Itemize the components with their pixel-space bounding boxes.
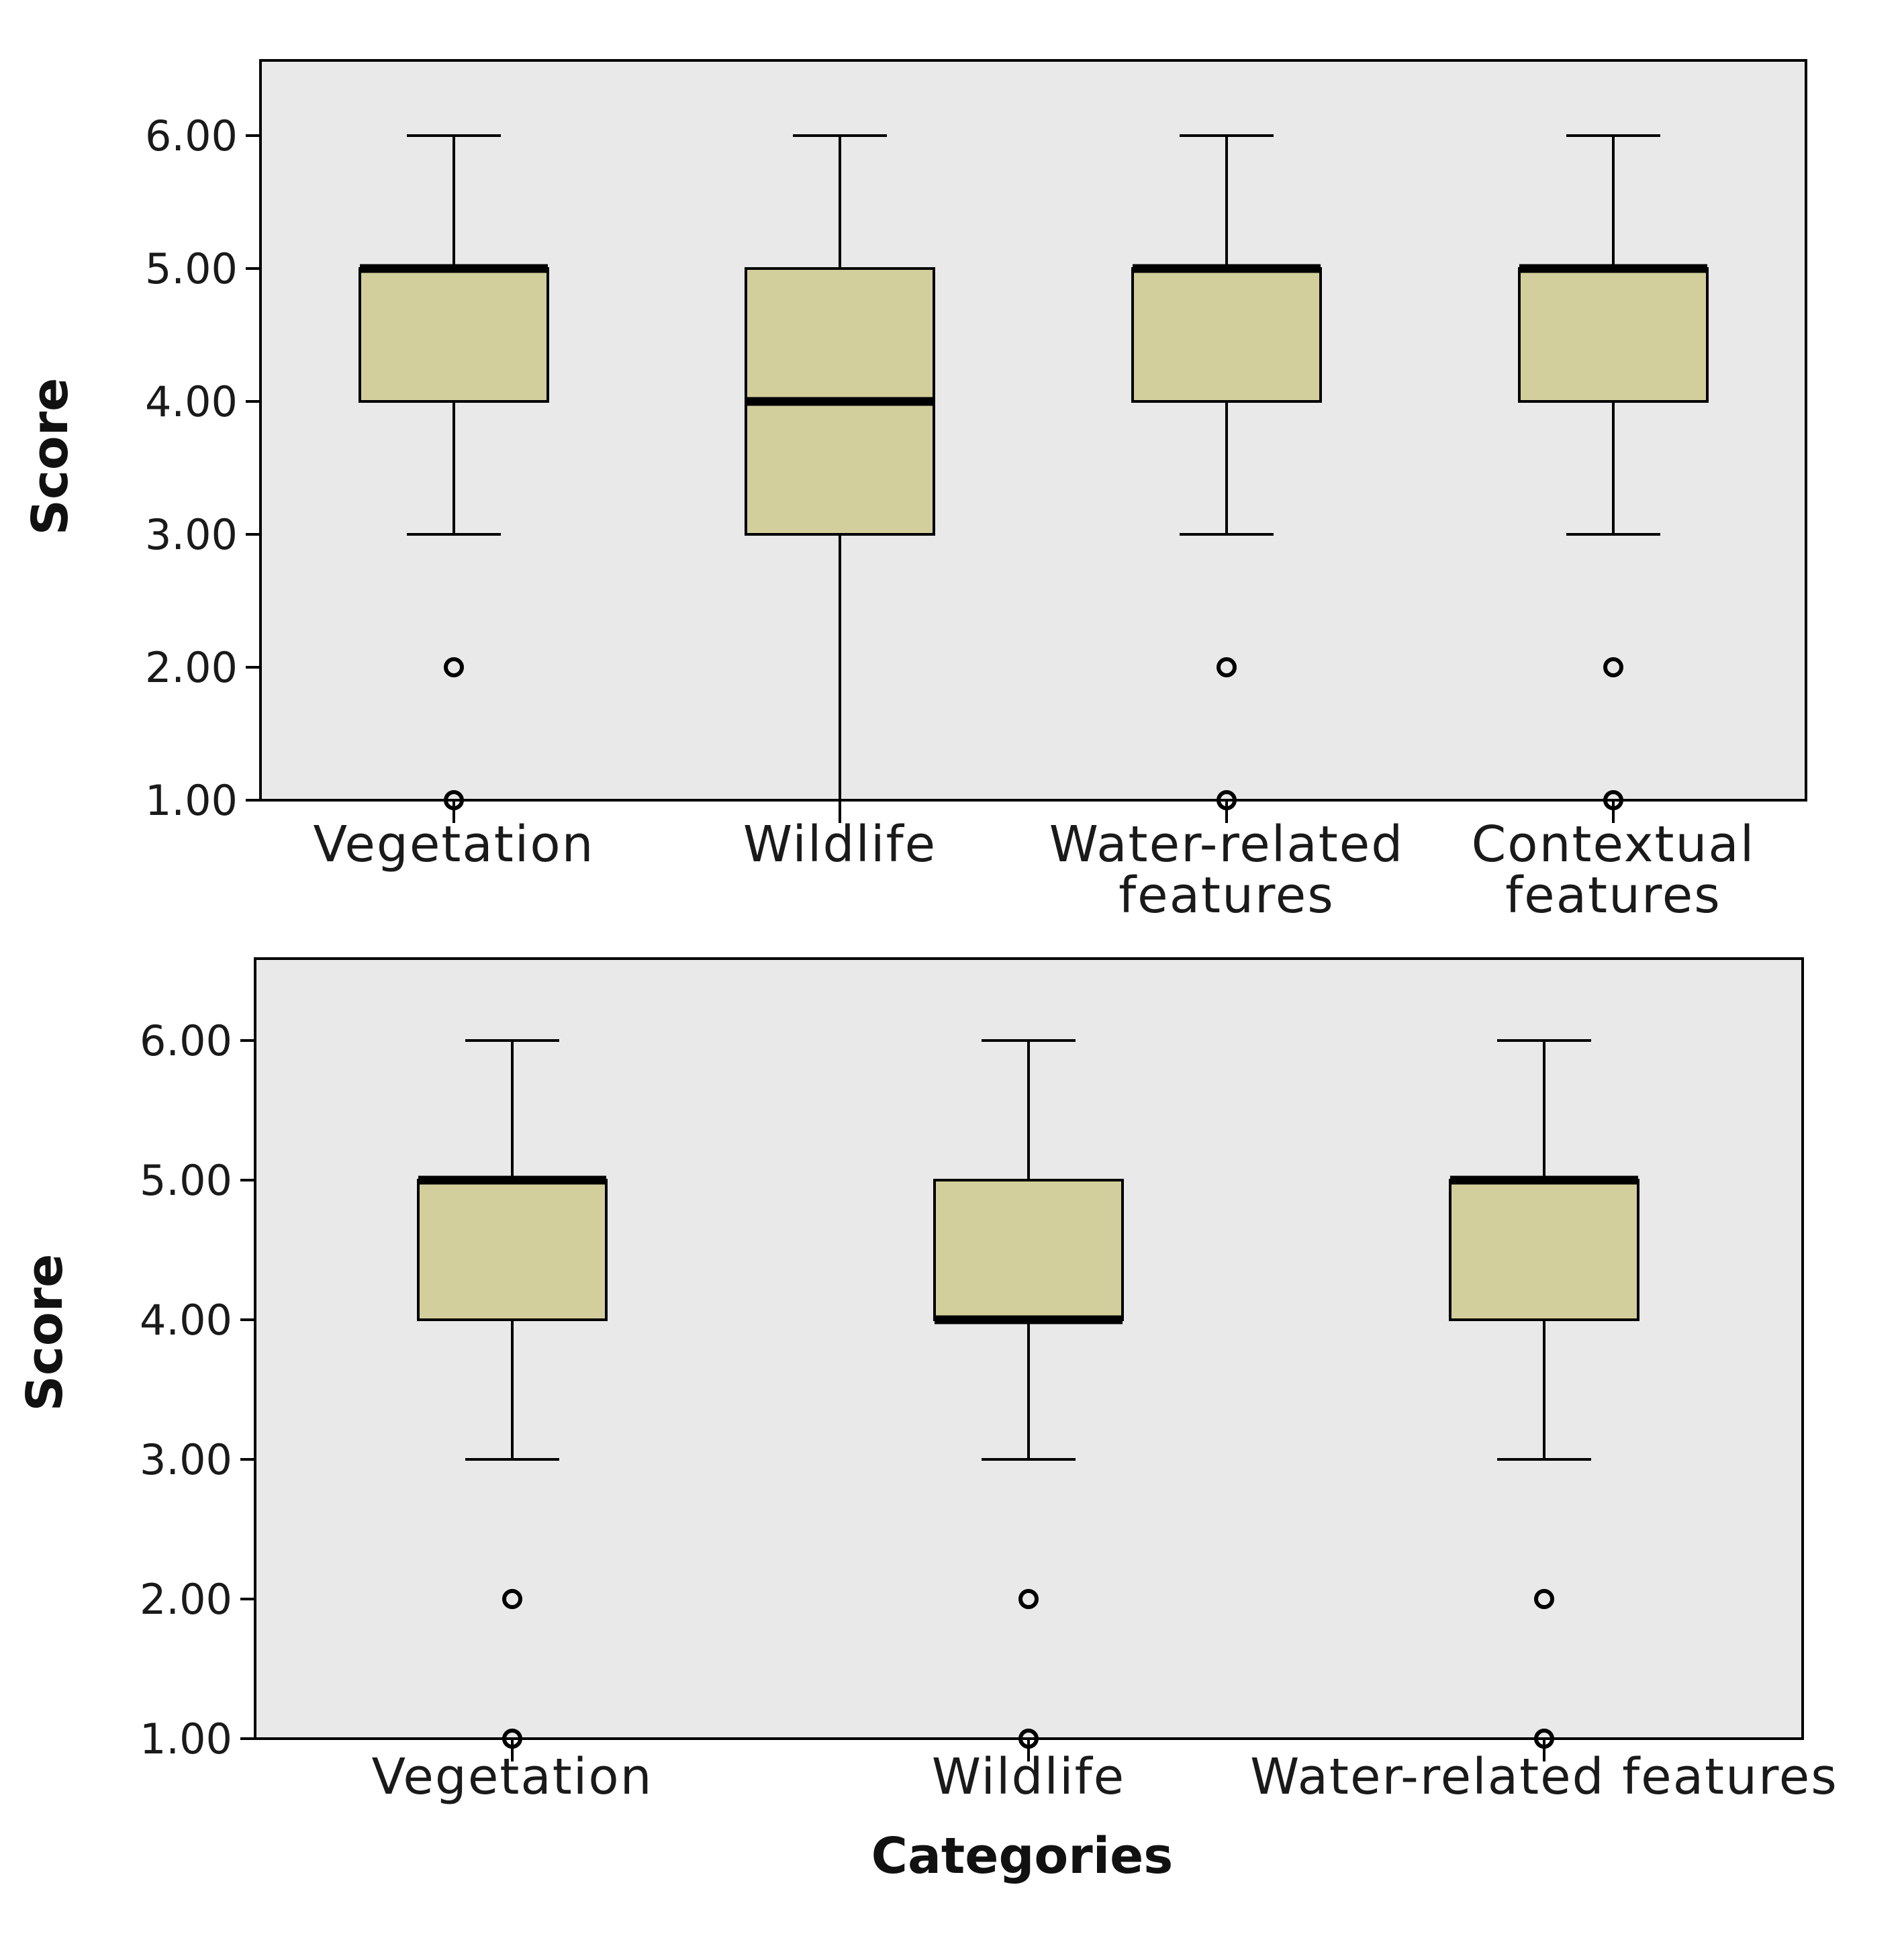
iqr-box: [1131, 267, 1322, 403]
y-tick-label: 3.00: [145, 510, 238, 559]
x-category-label-line: Wildlife: [932, 1748, 1125, 1806]
x-category-label: Water-related features: [1049, 816, 1404, 924]
iqr-box: [359, 267, 549, 403]
outlier-point: [1603, 657, 1623, 677]
y-tick-label: 5.00: [140, 1156, 232, 1205]
outlier-point: [444, 657, 464, 677]
x-category-label: Wildlife: [932, 1748, 1125, 1806]
iqr-box: [1449, 1179, 1639, 1321]
x-axis-title: Categories: [871, 1827, 1174, 1885]
y-axis-title: Score: [21, 378, 79, 536]
y-tick-label: 1.00: [145, 776, 238, 825]
box-3: [1449, 1039, 1639, 1749]
chart-panel-2: 1.00 2.00 3.00 4.00 5.00 6.00 Score Vegetation W…: [16, 957, 1838, 1885]
x-category-label-line: Water-related features: [1250, 1748, 1838, 1806]
box-2: [933, 1039, 1124, 1749]
x-category-label-line: Vegetation: [313, 816, 594, 873]
y-tick-label: 6.00: [145, 111, 238, 160]
y-tick-label: 1.00: [140, 1714, 232, 1763]
x-category-label-line: Contextual: [1472, 816, 1756, 873]
x-category-label: Contextual features: [1472, 816, 1756, 924]
y-tick-label: 4.00: [145, 377, 238, 426]
y-tick-label: 4.00: [140, 1296, 232, 1345]
box-4: [1518, 134, 1709, 810]
x-category-label-line: features: [1505, 867, 1721, 924]
x-category-label: Vegetation: [371, 1748, 653, 1806]
y-tick-label: 5.00: [145, 244, 238, 293]
box-1: [417, 1039, 608, 1749]
y-tick-label: 2.00: [140, 1575, 232, 1624]
outlier-point: [1018, 1589, 1039, 1609]
x-category-label: Water-related features: [1250, 1748, 1838, 1806]
iqr-box: [417, 1179, 608, 1321]
chart-panel-1: 1.00 2.00 3.00 4.00 5.00 6.00 Score Vegetation W…: [21, 59, 1807, 924]
y-tick-label: 2.00: [145, 643, 238, 692]
x-category-label-line: Wildlife: [743, 816, 937, 873]
box-3: [1131, 134, 1322, 810]
y-tick-label: 6.00: [140, 1016, 232, 1065]
box-2: [745, 134, 935, 800]
outlier-point: [1217, 657, 1237, 677]
y-tick-label: 3.00: [140, 1435, 232, 1484]
x-category-label: Wildlife: [743, 816, 937, 873]
outlier-point: [502, 1589, 522, 1609]
iqr-box: [1518, 267, 1709, 403]
iqr-box: [933, 1179, 1124, 1321]
outlier-point: [1534, 1589, 1554, 1609]
box-1: [359, 134, 549, 810]
x-category-label-line: Vegetation: [371, 1748, 653, 1806]
x-category-label-line: features: [1118, 867, 1335, 924]
y-axis-title: Score: [16, 1254, 74, 1412]
x-category-label-line: Water-related: [1049, 816, 1404, 873]
x-category-label: Vegetation: [313, 816, 594, 873]
plot-area: [259, 59, 1807, 802]
